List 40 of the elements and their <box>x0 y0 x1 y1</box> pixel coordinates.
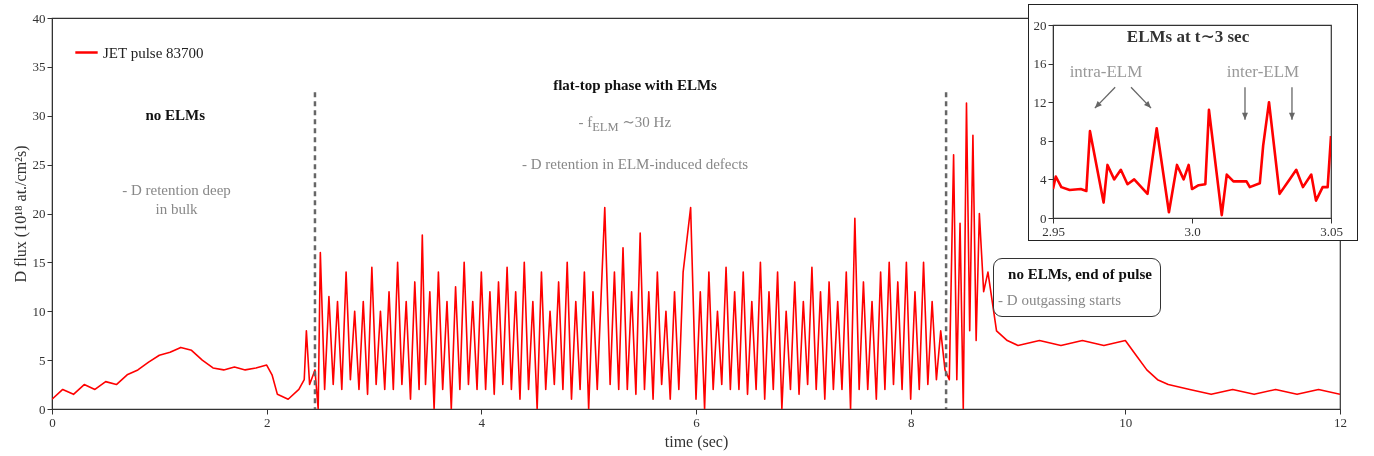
y-tick-label: 10 <box>32 303 46 319</box>
chart-title: ELMs at t∼3 sec <box>1126 26 1250 46</box>
x-tick-label: 2.95 <box>1042 223 1065 239</box>
annotation: intra-ELM <box>1069 61 1143 81</box>
y-tick-label: 12 <box>1033 94 1047 110</box>
y-tick-label: 0 <box>39 401 46 417</box>
annotation: - f$_{ELM}$ ∼30 Hz <box>578 112 672 136</box>
legend-label: JET pulse 83700 <box>103 44 204 61</box>
x-tick-label: 4 <box>478 414 486 430</box>
y-axis-title: D flux (10¹⁸ at./cm²s) <box>11 145 30 283</box>
x-tick-label: 12 <box>1334 414 1347 430</box>
y-tick-label: 5 <box>39 352 46 368</box>
y-tick-label: 20 <box>1033 17 1047 33</box>
y-tick-label: 4 <box>1040 171 1047 187</box>
y-tick-label: 0 <box>1040 210 1047 226</box>
y-tick-label: 30 <box>32 108 46 124</box>
y-tick-label: 8 <box>1040 133 1047 149</box>
y-tick-label: 35 <box>32 59 46 75</box>
annotation: - D outgassing starts <box>998 291 1123 311</box>
y-tick-label: 15 <box>32 254 46 270</box>
x-tick-label: 10 <box>1119 414 1133 430</box>
y-tick-label: 20 <box>32 206 46 221</box>
x-tick-label: 3.05 <box>1320 223 1343 239</box>
x-tick-label: 2 <box>263 414 271 430</box>
annotation: no ELMs, end of pulse <box>1007 265 1152 285</box>
y-tick-label: 40 <box>32 10 46 26</box>
line-series <box>1053 100 1331 217</box>
annotation: - D retention in ELM-induced defects <box>521 154 749 174</box>
annotation: inter-ELM <box>1226 61 1300 81</box>
y-tick-label: 25 <box>32 157 46 173</box>
x-axis-title: time (sec) <box>664 432 729 451</box>
x-tick-label: 3.0 <box>1184 223 1201 239</box>
annotation: no ELMs <box>145 105 206 125</box>
note-box: no ELMs, end of pulse - D outgassing starts <box>993 258 1161 318</box>
x-tick-label: 8 <box>907 414 915 430</box>
x-tick-label: 6 <box>693 414 701 430</box>
y-tick-label: 16 <box>1033 56 1047 72</box>
annotation: flat-top phase with ELMs <box>553 75 717 95</box>
x-tick-label: 0 <box>49 414 56 430</box>
annotation: - D retention deep in bulk <box>121 180 232 219</box>
